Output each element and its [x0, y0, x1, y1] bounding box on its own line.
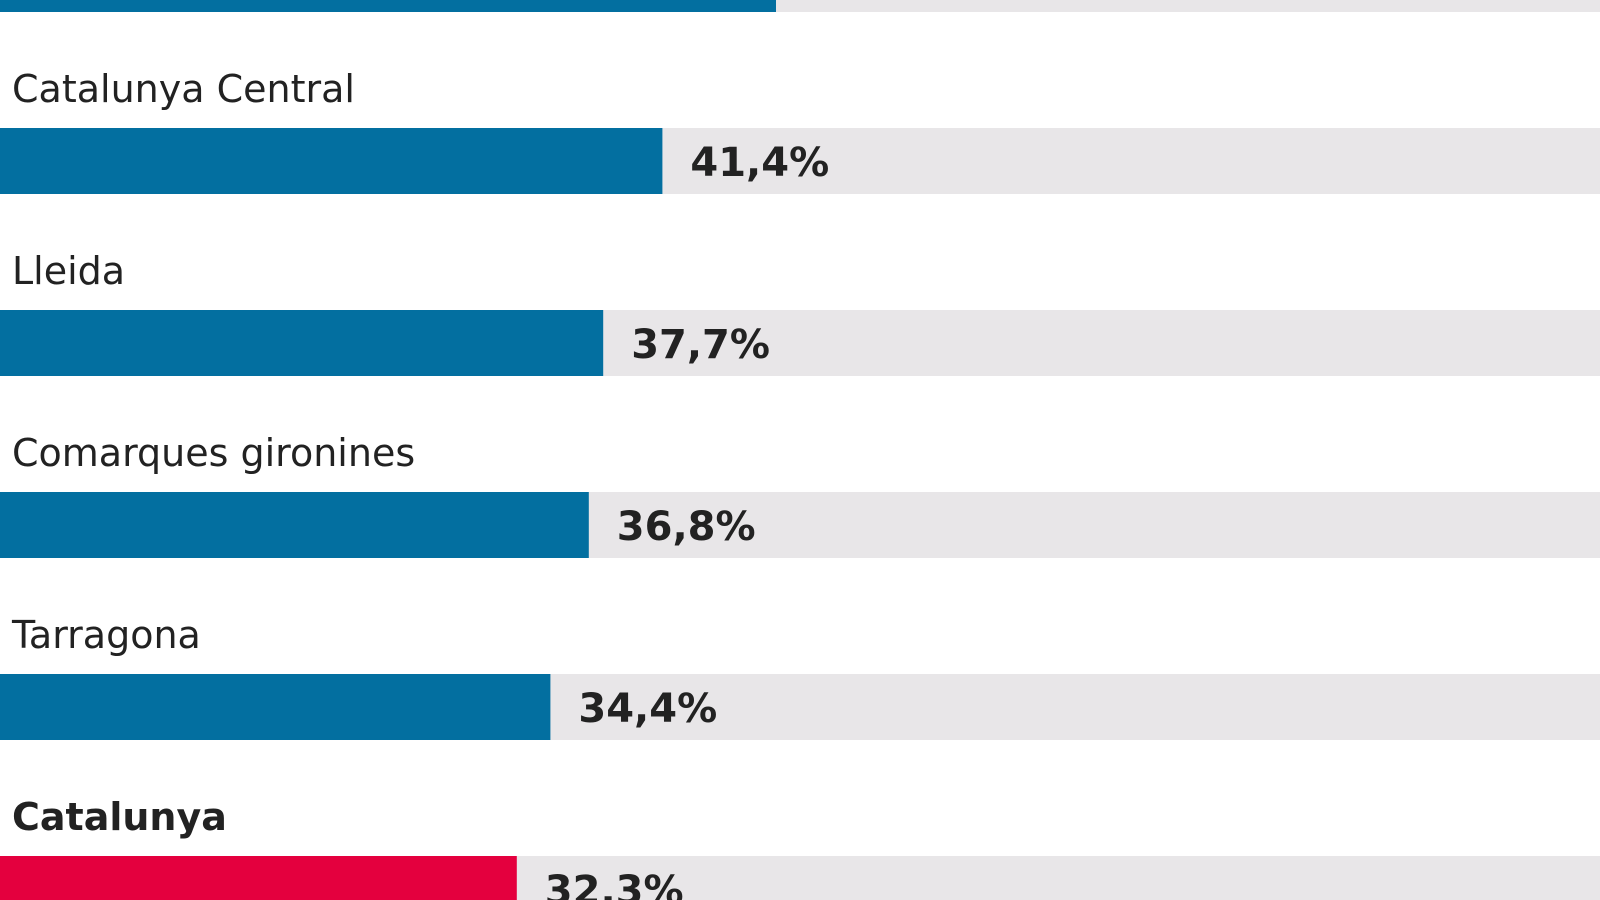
bar [0, 492, 589, 558]
value-label: 32,3% [545, 868, 684, 900]
category-label: Tarragona [11, 613, 201, 657]
value-label: 41,4% [690, 140, 829, 186]
category-label: Comarques gironines [12, 431, 415, 475]
bar [0, 310, 604, 376]
bar [0, 856, 517, 900]
value-label: 34,4% [578, 686, 717, 732]
value-label: 36,8% [617, 504, 756, 550]
value-label: 37,7% [631, 322, 770, 368]
bar [0, 674, 551, 740]
bar [0, 0, 776, 12]
bar [0, 128, 663, 194]
category-label: Catalunya Central [12, 67, 355, 111]
category-label: Catalunya [12, 795, 227, 839]
category-label: Lleida [12, 249, 125, 293]
